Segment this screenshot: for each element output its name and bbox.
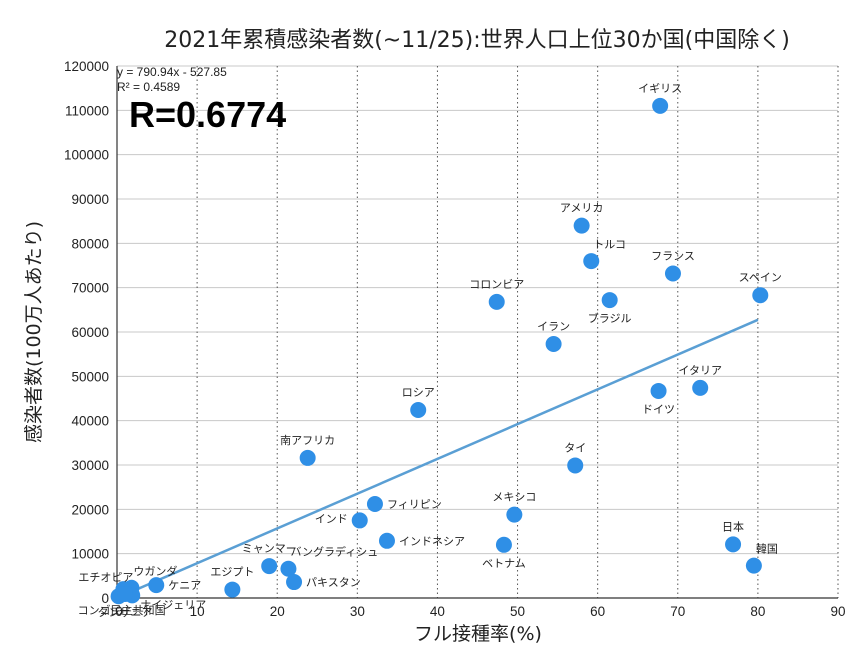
r-value-label: R=0.6774 (129, 94, 286, 135)
data-point (286, 574, 303, 591)
tick-labels: 0 10000 20000 30000 40000 50000 60000 70000 8000… (64, 59, 846, 619)
x-tick-label: 40 (430, 604, 445, 619)
x-tick-label: 10 (190, 604, 205, 619)
x-tick-label: 80 (750, 604, 765, 619)
point-label: アメリカ (560, 202, 603, 215)
data-point (692, 379, 709, 396)
data-point (652, 97, 669, 114)
data-point (583, 253, 600, 270)
data-point (261, 558, 278, 575)
point-label: イタリア (678, 364, 722, 377)
axes (116, 66, 838, 599)
point-label: エジプト (210, 566, 254, 579)
x-tick-label: 70 (670, 604, 685, 619)
point-label: イラン (537, 320, 570, 333)
data-point (573, 217, 590, 234)
data-point (664, 265, 681, 282)
data-point (725, 536, 742, 553)
y-tick-label: 60000 (71, 325, 109, 340)
x-tick-label: 60 (590, 604, 605, 619)
data-point (506, 506, 523, 523)
point-label: メキシコ (492, 491, 536, 504)
y-tick-label: 110000 (65, 103, 109, 118)
data-point (601, 292, 618, 309)
y-tick-label: 90000 (71, 192, 109, 207)
y-tick-label: 30000 (71, 458, 109, 473)
trendline (116, 318, 759, 600)
trend-r-squared: R² = 0.4589 (117, 80, 180, 94)
y-tick-label: 70000 (71, 281, 109, 296)
point-label: スペイン (739, 271, 782, 284)
y-tick-label: 50000 (71, 369, 109, 384)
point-label: 韓国 (756, 543, 778, 556)
point-label: ナイジェリア (140, 598, 206, 611)
y-tick-label: 0 (101, 591, 109, 606)
y-tick-label: 80000 (71, 236, 109, 251)
y-tick-label: 20000 (71, 502, 109, 517)
point-label: パキスタン (306, 576, 361, 589)
point-label: タンザニア (98, 606, 153, 619)
data-point (351, 512, 368, 529)
data-point (650, 382, 667, 399)
point-label: ベトナム (482, 557, 526, 570)
point-label: ロシア (402, 386, 435, 399)
point-label: フィリピン (387, 498, 442, 511)
data-point (299, 449, 316, 466)
point-label: フランス (651, 249, 695, 262)
y-tick-label: 40000 (71, 414, 109, 429)
data-point (567, 457, 584, 474)
data-point (745, 557, 762, 574)
y-axis-title: 感染者数(100万人あたり) (23, 221, 45, 443)
point-label: ミャンマー (242, 542, 297, 555)
point-label: ブラジル (588, 311, 632, 325)
data-point (117, 586, 134, 603)
chart-title: 2021年累積感染者数(~11/25):世界人口上位30か国(中国除く) (164, 28, 790, 53)
point-label: ドイツ (642, 403, 675, 416)
data-point (378, 532, 395, 549)
y-tick-label: 120000 (64, 59, 109, 74)
data-point (488, 293, 505, 310)
point-label: 日本 (722, 519, 744, 533)
x-tick-label: 90 (830, 604, 845, 619)
x-tick-label: 0 (115, 604, 123, 619)
point-label: タイ (564, 441, 586, 454)
point-label: バングラディシュ (290, 545, 378, 559)
point-label: ケニア (168, 579, 201, 592)
point-label: コンゴ民主共和国 (78, 603, 166, 617)
y-tick-label: 100000 (64, 148, 109, 163)
data-point (410, 402, 427, 419)
x-axis-title: フル接種率(%) (414, 623, 542, 645)
point-label: 南アフリカ (280, 434, 335, 447)
data-point (366, 496, 383, 513)
data-point (545, 335, 562, 352)
point-label: イギリス (638, 82, 682, 95)
data-point (148, 577, 165, 594)
data-point (224, 581, 241, 598)
x-tick-label: 50 (510, 604, 525, 619)
data-point (495, 536, 512, 553)
gridlines (117, 65, 839, 598)
trend-equation: y = 790.94x - 527.85 (117, 65, 227, 79)
data-point (280, 560, 297, 577)
point-label: インドネシア (399, 535, 465, 548)
point-label: コロンビア (469, 278, 524, 291)
x-tick-label: 20 (270, 604, 285, 619)
point-label: ウガンダ (133, 564, 177, 578)
data-point (752, 287, 769, 304)
data-points (110, 97, 769, 605)
x-tick-label: 30 (350, 604, 365, 619)
point-label: インド (315, 512, 348, 525)
point-label: エチオピア (78, 571, 133, 584)
y-tick-label: 10000 (71, 547, 109, 562)
point-label: トルコ (593, 238, 626, 251)
